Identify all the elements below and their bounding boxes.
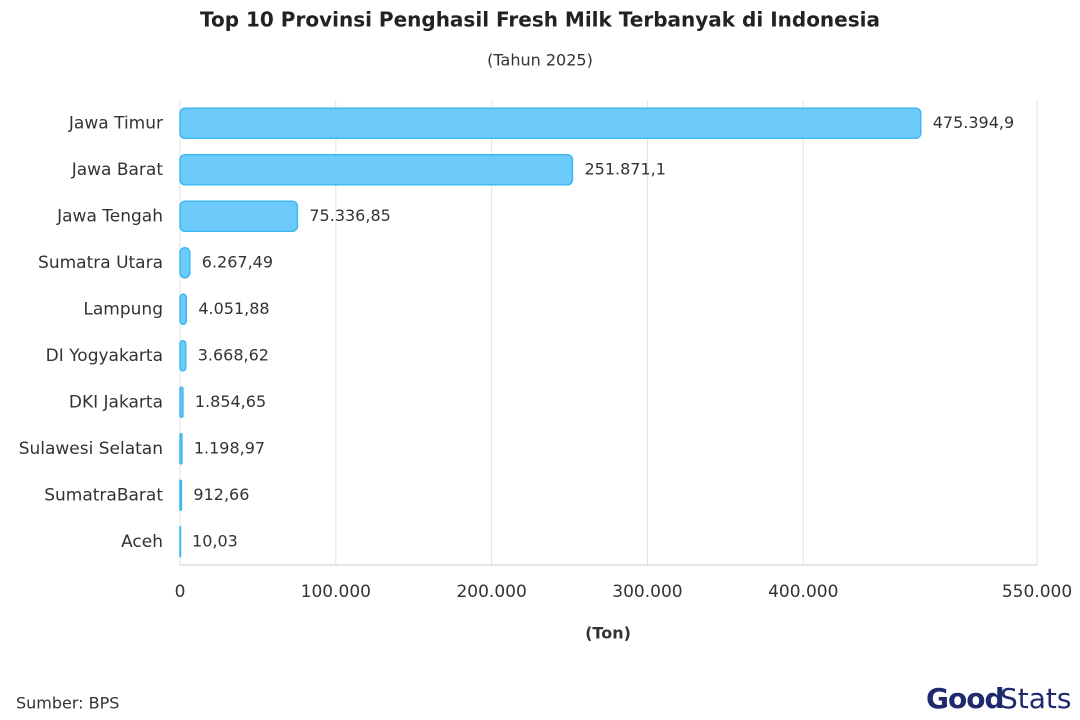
value-label: 1.198,97 [194, 438, 265, 457]
x-tick-label: 200.000 [456, 582, 526, 602]
value-label: 10,03 [192, 531, 238, 550]
x-tick-label: 100.000 [301, 582, 371, 602]
value-label: 4.051,88 [198, 299, 269, 318]
y-tick-label: Aceh [121, 532, 163, 552]
x-tick-label: 400.000 [768, 582, 838, 602]
x-axis-title: (Ton) [585, 624, 631, 643]
y-tick-label: Jawa Timur [68, 113, 163, 133]
x-tick-label: 550.000 [1002, 582, 1072, 602]
y-tick-label: Jawa Barat [71, 160, 164, 180]
chart-title: Top 10 Provinsi Penghasil Fresh Milk Ter… [200, 8, 880, 32]
value-label: 251.871,1 [584, 159, 665, 178]
value-label: 1.854,65 [195, 392, 266, 411]
bar [179, 247, 191, 279]
value-label: 475.394,9 [933, 113, 1014, 132]
y-tick-label: SumatraBarat [44, 485, 163, 505]
y-tick-label: DI Yogyakarta [46, 346, 163, 366]
value-label: 3.668,62 [198, 345, 269, 364]
value-label: 75.336,85 [309, 206, 390, 225]
bar [179, 479, 183, 511]
bar [179, 293, 188, 325]
bar [179, 526, 182, 558]
brand-good: Good [926, 682, 1004, 715]
y-tick-label: Sulawesi Selatan [19, 439, 163, 459]
bar [179, 107, 922, 139]
x-tick-label: 300.000 [612, 582, 682, 602]
chart-subtitle: (Tahun 2025) [487, 51, 593, 70]
bar [179, 200, 299, 232]
bar [179, 386, 184, 418]
y-tick-label: Jawa Tengah [56, 206, 163, 226]
y-tick-label: Lampung [83, 299, 163, 319]
y-tick-label: Sumatra Utara [38, 253, 163, 273]
source: Sumber: BPS [16, 694, 119, 713]
y-tick-label: DKI Jakarta [69, 392, 163, 412]
brand-stats: Stats [1000, 682, 1071, 715]
bar [179, 340, 187, 372]
x-tick-label: 0 [175, 582, 186, 602]
bar [179, 433, 183, 465]
value-label: 912,66 [193, 485, 249, 504]
value-label: 6.267,49 [202, 252, 273, 271]
bar [179, 154, 574, 186]
